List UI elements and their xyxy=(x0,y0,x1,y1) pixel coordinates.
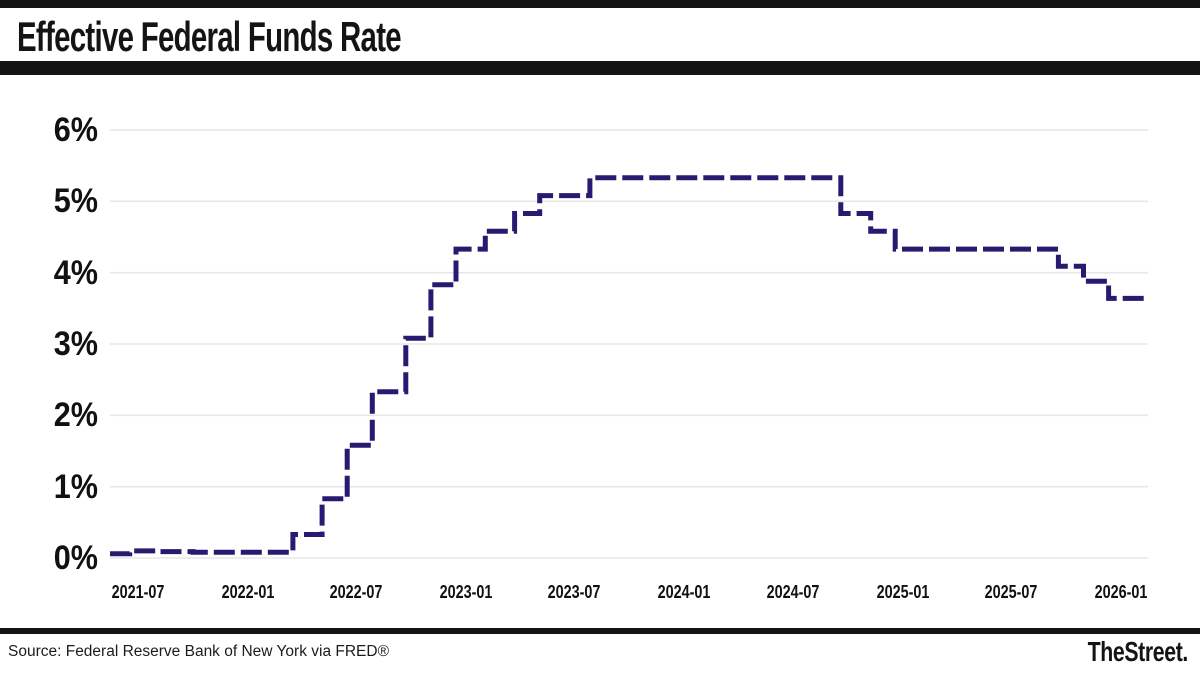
title-divider-bar xyxy=(0,61,1200,75)
y-tick-label: 1% xyxy=(53,467,98,506)
page-title: Effective Federal Funds Rate xyxy=(17,13,402,60)
effr-line xyxy=(110,175,1148,557)
x-tick-label: 2024-07 xyxy=(766,582,820,602)
x-tick-label: 2024-01 xyxy=(657,582,711,602)
thestreet-logo: TheStreet. xyxy=(1087,636,1189,667)
x-tick-label: 2022-07 xyxy=(329,582,383,602)
x-tick-label: 2021-07 xyxy=(111,582,165,602)
y-tick-label: 3% xyxy=(53,325,98,363)
x-tick-label: 2025-01 xyxy=(876,582,930,602)
y-tick-label: 6% xyxy=(53,111,98,150)
x-tick-label: 2025-07 xyxy=(984,582,1038,602)
x-tick-label: 2026-01 xyxy=(1094,582,1148,602)
bottom-divider-bar xyxy=(0,628,1200,634)
x-tick-label: 2022-01 xyxy=(221,582,275,602)
y-tick-label: 4% xyxy=(53,253,98,292)
x-tick-label: 2023-07 xyxy=(547,582,601,602)
y-tick-label: 2% xyxy=(53,396,98,435)
x-tick-label: 2023-01 xyxy=(439,582,493,602)
y-tick-label: 0% xyxy=(53,539,98,577)
source-attribution: Source: Federal Reserve Bank of New York… xyxy=(8,643,389,660)
top-accent-bar xyxy=(0,0,1200,8)
y-tick-label: 5% xyxy=(53,182,98,221)
